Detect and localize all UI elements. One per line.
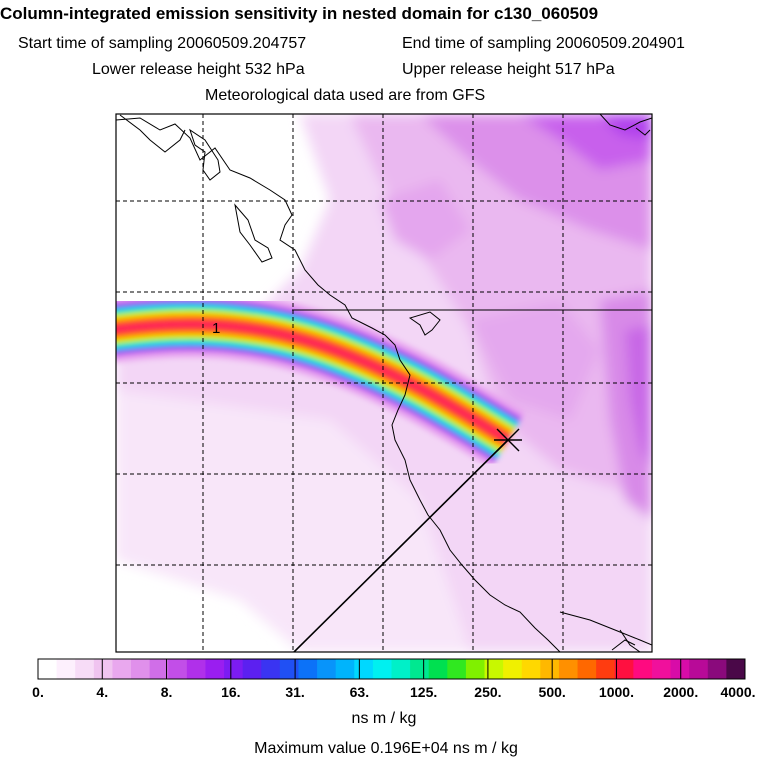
colorbar-swatch [428,659,448,679]
colorbar-tick-label: 4000. [720,684,756,700]
colorbar-swatch [465,659,486,679]
colorbar-swatch [317,659,337,679]
maximum-value: Maximum value 0.196E+04 ns m / kg [254,740,518,757]
colorbar-swatch [614,659,634,679]
colorbar-swatch [38,659,58,679]
upper-height-text: Upper release height 517 hPa [402,61,615,78]
colorbar-swatch [503,659,523,679]
colorbar [37,658,746,680]
colorbar-tick-label: 1000. [598,684,634,700]
colorbar-swatch [93,659,113,679]
colorbar-swatch [354,659,374,679]
title: Column-integrated emission sensitivity i… [0,4,599,23]
colorbar-swatch [112,659,132,679]
colorbar-tick-label: 4. [96,684,109,700]
colorbar-tick-label: 250. [474,684,502,700]
colorbar-swatch [596,659,616,679]
colorbar-swatch [577,659,597,679]
plume [116,291,526,469]
colorbar-swatch [56,659,76,679]
colorbar-swatch [540,659,560,679]
grid-lines [116,114,652,652]
colorbar-swatch [205,659,225,679]
colorbar-tick-label: 125. [410,684,438,700]
colorbar-tick-label: 500. [538,684,566,700]
colorbar-swatch [447,659,467,679]
start-time-text: Start time of sampling 20060509.204757 [18,35,307,52]
colorbar-swatch [521,659,541,679]
colorbar-swatch [261,659,281,679]
colorbar-swatch [670,659,690,679]
colorbar-swatch [410,659,430,679]
colorbar-swatch [689,659,709,679]
colorbar-swatch [726,659,746,679]
colorbar-swatch [168,659,188,679]
colorbar-swatch [242,659,262,679]
colorbar-swatch [279,659,299,679]
lower-height-text: Lower release height 532 hPa [92,61,305,78]
colorbar-tick-label: 31. [285,684,305,700]
colorbar-swatch [558,659,579,679]
colorbar-swatch [484,659,504,679]
colorbar-swatch [186,659,206,679]
colorbar-swatch [224,659,244,679]
flight-track [293,439,509,652]
colorbar-swatch [391,659,411,679]
colorbar-swatch [75,659,95,679]
colorbar-swatch [707,659,727,679]
colorbar-swatch [651,659,672,679]
colorbar-units: ns m / kg [351,710,417,727]
colorbar-tick-label: 63. [349,684,370,700]
colorbar-tick-label: 16. [221,684,241,700]
colorbar-swatch [149,659,169,679]
colorbar-tick-label: 0. [32,684,44,700]
plot-frame [115,113,653,653]
plume-label: 1 [212,320,220,337]
colorbar-tick-label: 2000. [663,684,699,700]
colorbar-swatch [335,659,355,679]
colorbar-swatch [298,659,318,679]
end-time-text: End time of sampling 20060509.204901 [402,35,685,52]
plot-area: 1 [116,114,652,652]
colorbar-tick-label: 8. [160,684,173,700]
colorbar-swatch [633,659,653,679]
colorbar-swatch [372,659,392,679]
met-data-text: Meteorological data used are from GFS [205,87,486,104]
receptor-marker [494,428,522,452]
colorbar-swatch [131,659,151,679]
